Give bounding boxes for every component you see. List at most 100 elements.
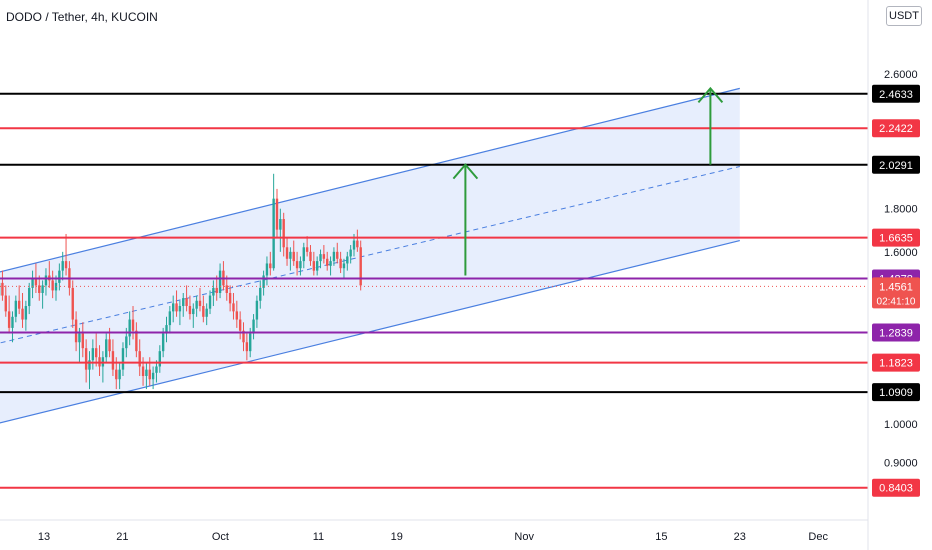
time-tick-label: 19	[391, 531, 403, 543]
level-price-label: 1.1823	[879, 358, 913, 370]
candle-body	[198, 300, 202, 307]
candle	[121, 342, 125, 377]
candle-body	[309, 251, 312, 262]
candle	[58, 263, 61, 291]
candle-body	[252, 319, 255, 334]
candle	[155, 360, 158, 383]
candle	[265, 256, 269, 286]
candle-body	[356, 240, 359, 248]
candle-body	[28, 287, 31, 307]
currency-badge[interactable]: USDT	[886, 6, 922, 26]
candle-body	[78, 333, 81, 343]
candle-body	[326, 258, 329, 266]
candle-body	[322, 254, 326, 259]
candle	[292, 240, 295, 266]
candle	[255, 295, 259, 328]
candle	[128, 311, 131, 346]
candle-body	[208, 295, 212, 309]
candle	[245, 333, 249, 361]
candle	[215, 275, 218, 301]
price-tick-label: 1.8000	[884, 204, 918, 216]
candle-body	[24, 306, 28, 320]
candle	[252, 314, 255, 340]
candle	[21, 292, 24, 328]
candle-body	[215, 287, 218, 293]
candle-body	[319, 254, 322, 262]
candle-body	[342, 263, 346, 269]
last-price-label-bg	[872, 277, 920, 309]
candle-body	[289, 251, 292, 259]
candle-body	[4, 295, 7, 312]
candle	[7, 295, 11, 334]
candle-body	[161, 333, 165, 352]
candle-body	[269, 263, 272, 269]
candle	[295, 251, 299, 276]
candle-body	[329, 261, 332, 266]
candle	[182, 292, 185, 317]
candle-body	[151, 372, 155, 380]
candle	[84, 339, 88, 383]
candle-body	[225, 285, 228, 293]
candle	[175, 290, 178, 317]
candle-body	[299, 261, 302, 269]
candle	[289, 247, 292, 271]
level-price-label: 2.4633	[879, 89, 913, 101]
candle-body	[182, 298, 185, 307]
candle	[208, 290, 212, 315]
candle-body	[17, 300, 21, 309]
candle	[336, 242, 339, 264]
candle	[279, 208, 282, 252]
symbol-title[interactable]: DODO / Tether, 4h, KUCOIN	[6, 10, 158, 24]
candle	[81, 322, 84, 358]
candle	[309, 245, 312, 266]
channel-median-line	[0, 165, 740, 344]
candle-body	[131, 319, 135, 331]
candle-body	[272, 198, 275, 269]
candle-body	[74, 319, 78, 343]
candle-body	[155, 366, 158, 373]
price-tick-label: 0.9000	[884, 458, 918, 470]
candle-body	[262, 275, 265, 288]
candle-body	[305, 247, 309, 252]
candle	[329, 256, 332, 276]
target-arrow-head	[697, 86, 724, 104]
candle-body	[91, 348, 95, 361]
candle	[326, 251, 329, 271]
candle	[14, 295, 18, 323]
candle	[135, 322, 138, 358]
candle	[192, 303, 195, 328]
candle-body	[84, 348, 88, 370]
candle	[356, 229, 359, 252]
candle	[359, 240, 362, 291]
candle-body	[205, 308, 208, 317]
candle	[44, 268, 48, 296]
candle-body	[218, 270, 222, 293]
candle	[17, 285, 21, 315]
channel-upper-line	[0, 87, 740, 273]
level-price-label-bg	[872, 353, 920, 372]
candle-body	[292, 251, 295, 262]
candle	[171, 295, 175, 323]
candle	[285, 238, 289, 266]
candle	[61, 251, 64, 281]
candle-body	[61, 261, 64, 271]
candle-body	[171, 303, 175, 312]
candle	[41, 280, 44, 309]
candle-body	[145, 369, 148, 377]
candle-body	[1, 282, 4, 296]
candle	[71, 280, 74, 328]
candle	[185, 285, 188, 312]
level-price-label: 1.6635	[879, 233, 913, 245]
candle	[51, 270, 54, 299]
candle	[332, 247, 336, 266]
candle-body	[135, 330, 138, 352]
candle	[228, 285, 232, 312]
candle-body	[178, 306, 182, 312]
candle	[64, 233, 68, 276]
candle-body	[339, 258, 342, 269]
price-tick-label: 1.0000	[884, 419, 918, 431]
candle	[349, 245, 352, 264]
candle-body	[158, 351, 162, 367]
